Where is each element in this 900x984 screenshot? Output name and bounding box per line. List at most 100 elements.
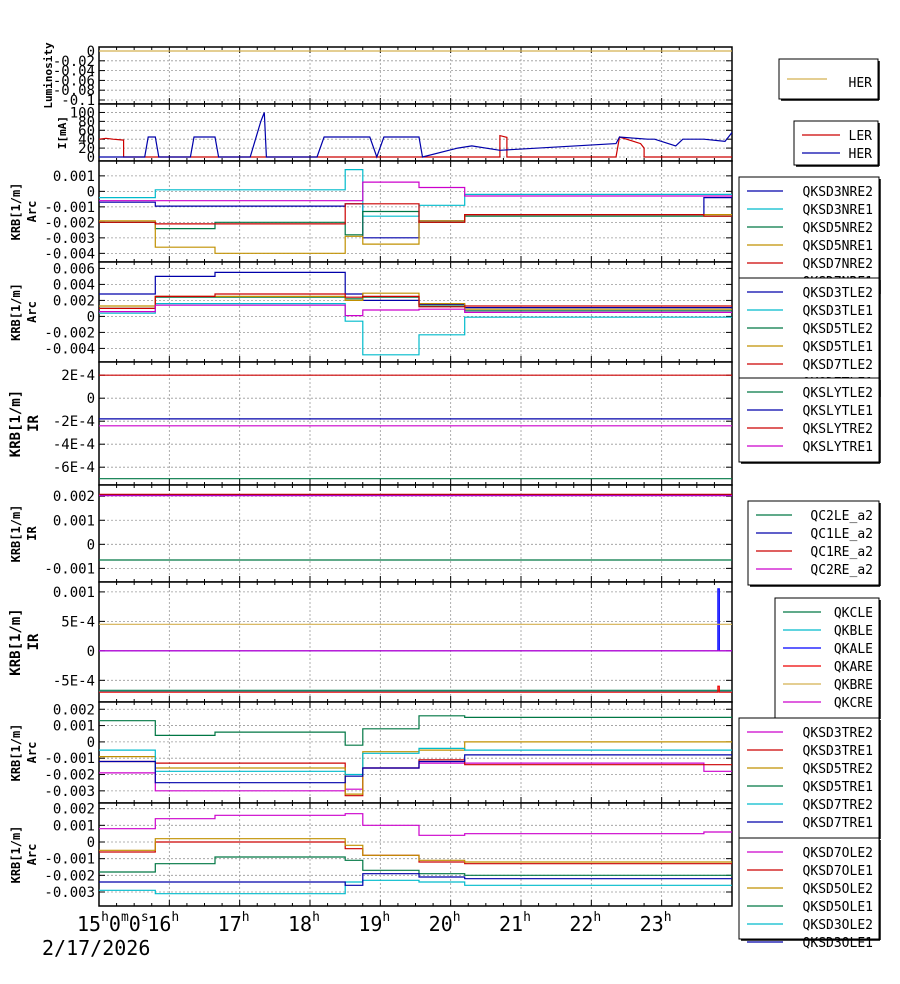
y-tick-label: -0.08 [53, 83, 95, 99]
y-axis-label: KRB[1/m] IR [8, 390, 42, 457]
legend-entry: HER [849, 76, 873, 91]
x-tick-label: 17h [218, 910, 250, 936]
y-tick-label: 0 [87, 184, 95, 200]
y-axis-label: KRB[1/m] IR [8, 608, 42, 675]
panel-frame [98, 802, 733, 907]
y-tick-label: 0 [87, 44, 95, 60]
legend-entry: QKALE [834, 642, 873, 657]
y-tick-label: -0.001 [44, 852, 95, 868]
panel-frame [98, 701, 733, 804]
y-tick-label: 2E-4 [61, 368, 95, 384]
x-tick-label: 20h [429, 910, 461, 936]
y-axis-label: KRB[1/m] Arc [9, 283, 39, 341]
legend-entry: QKSD7TRE1 [803, 816, 873, 831]
y-tick-label: -0.004 [44, 246, 95, 262]
y-tick-label: -0.002 [44, 868, 95, 884]
legend: QKSD3NRE2 QKSD3NRE1 QKSD5NRE2 QKSD5NRE1 QKSD… [738, 176, 881, 295]
legend-entry: QC1LE_a2 [810, 527, 873, 542]
legend-entry: QKSD5TRE1 [803, 780, 873, 795]
legend-entry: QKSD7OLE2 [803, 846, 873, 861]
legend-entry: QKSD7OLE1 [803, 864, 873, 879]
y-tick-label: 0.001 [53, 169, 95, 185]
legend-box [738, 176, 880, 294]
legend-entry: QKSD3OLE2 [803, 918, 873, 933]
y-tick-label: 40 [78, 132, 95, 148]
legend-box [738, 277, 880, 397]
legend-entry: QKSD5TLE1 [803, 340, 873, 355]
legend-entry: QKSD3TRE2 [803, 726, 873, 741]
series-line-qksd3ole1 [99, 873, 732, 886]
legend: QKCLE QKBLE QKALE QKARE QKBRE QKCRE [774, 597, 881, 720]
y-tick-label: -0.001 [44, 751, 95, 767]
y-tick-label: -0.04 [53, 64, 95, 80]
x-tick-label: 23h [640, 910, 672, 936]
y-tick-label: 0 [87, 537, 95, 553]
legend-entry: QKBRE [834, 678, 873, 693]
y-tick-label: 100 [70, 105, 95, 121]
x-tick-label: 22h [569, 910, 601, 936]
y-tick-label: -0.001 [44, 561, 95, 577]
y-tick-label: -0.003 [44, 784, 95, 800]
y-tick-label: -4E-4 [53, 437, 95, 453]
y-axis-label: KRB[1/m] Arc [9, 724, 39, 782]
legend-entry: QKSLYTLE1 [803, 404, 873, 419]
legend-entry: QKSD3OLE1 [803, 936, 873, 951]
y-axis-label: KRB[1/m] IR [9, 505, 39, 563]
y-tick-label: 0.001 [53, 818, 95, 834]
y-tick-label: -0.02 [53, 54, 95, 70]
legend-entry: QKCRE [834, 696, 873, 711]
legend-entry: QKSD5OLE2 [803, 882, 873, 897]
series-line-qksd7tre1 [99, 754, 732, 784]
y-tick-label: 0.002 [53, 702, 95, 718]
legend-entry: HER [849, 147, 873, 162]
legend: LER HER [793, 120, 880, 167]
legend-entry: QC2LE_a2 [810, 509, 873, 524]
y-tick-label: -0.004 [44, 341, 95, 357]
legend-entry: QKSD7TRE2 [803, 798, 873, 813]
y-tick-label: -0.002 [44, 215, 95, 231]
series-line-qksd5nre1 [99, 214, 732, 254]
y-tick-label: 0 [87, 835, 95, 851]
legend-entry: QKSD5OLE1 [803, 900, 873, 915]
y-tick-label: 0.001 [53, 513, 95, 529]
y-tick-label: 0.004 [53, 277, 95, 293]
series-line-qksd7tle2 [99, 293, 732, 309]
y-tick-label: 0 [87, 309, 95, 325]
legend-entry: QC2RE_a2 [810, 563, 873, 578]
y-axis-label: KRB[1/m] Arc [9, 826, 39, 884]
legend-entry: QKSD5NRE1 [803, 239, 873, 254]
y-tick-label: -0.001 [44, 200, 95, 216]
legend: QKSLYTLE2 QKSLYTLE1 QKSLYTRE2 QKSLYTRE1 [738, 377, 881, 464]
y-tick-label: 0.001 [53, 719, 95, 735]
y-axis-label: I[mA] [56, 116, 69, 149]
panel-frame [98, 581, 733, 703]
series-line-qksd7nre2 [99, 203, 732, 225]
legend: QC2LE_a2 QC1LE_a2 QC1RE_a2 QC2RE_a2 [747, 500, 881, 587]
y-tick-label: 0 [87, 150, 95, 166]
y-tick-label: -0.003 [44, 231, 95, 247]
legend: QKSD7OLE2 QKSD7OLE1 QKSD5OLE2 QKSD5OLE1 QKSD… [738, 837, 881, 951]
y-tick-label: -0.1 [61, 93, 95, 109]
legend-entry: QKCLE [834, 606, 873, 621]
x-tick-label: 15h0m0s [77, 910, 149, 936]
y-tick-label: 0 [87, 391, 95, 407]
panel-frame [98, 361, 733, 486]
legend-entry: QKSD5TLE2 [803, 322, 873, 337]
y-tick-label: 0.002 [53, 293, 95, 309]
y-tick-label: 0 [87, 644, 95, 660]
chart-panel-1: 0-0.02-0.04-0.06-0.08-0.1 Luminosity HER [42, 42, 880, 109]
legend-entry: QKSD7NRE2 [803, 257, 873, 272]
legend-entry: QKSD3NRE1 [803, 203, 873, 218]
y-tick-label: -6E-4 [53, 460, 95, 476]
y-tick-label: 60 [78, 123, 95, 139]
x-tick-label: 16h [147, 910, 179, 936]
series-line-ler [99, 134, 732, 158]
y-tick-label: 20 [78, 141, 95, 157]
legend-box [738, 717, 880, 839]
